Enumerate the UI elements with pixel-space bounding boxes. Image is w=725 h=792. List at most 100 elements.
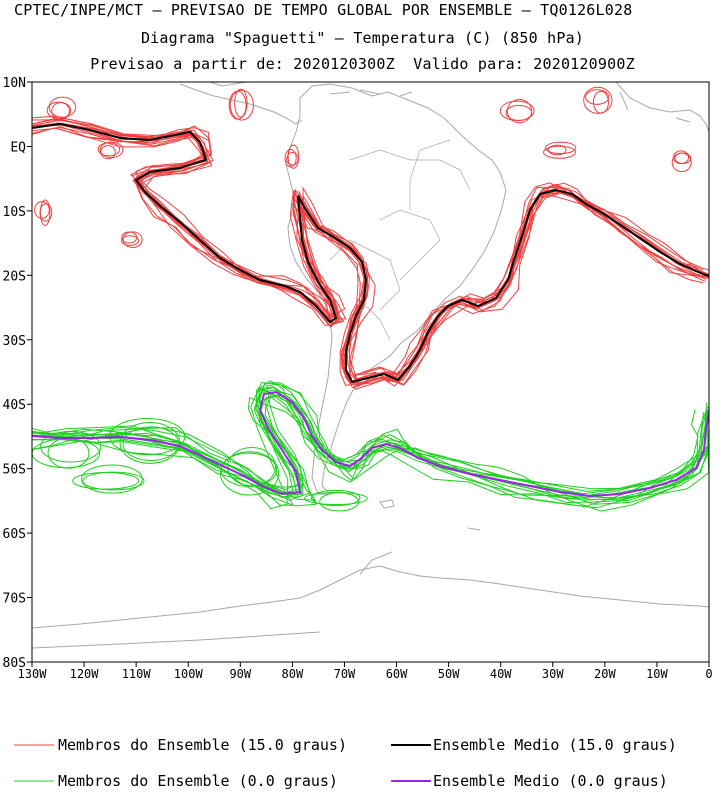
member-blob-15 bbox=[34, 201, 50, 219]
lat-label: 10S bbox=[3, 205, 26, 220]
lat-label: EQ bbox=[10, 140, 26, 155]
member-blob-0 bbox=[122, 426, 180, 462]
member-contour-0 bbox=[32, 389, 709, 499]
legend-label-members-0: Membros do Ensemble (0.0 graus) bbox=[58, 772, 338, 790]
member-blob-15 bbox=[506, 99, 533, 124]
longitude-axis: 130W 120W 110W 100W 90W 80W 70W 60W 50W 40W 30W 20W… bbox=[18, 662, 713, 681]
lon-label: 130W bbox=[18, 667, 48, 681]
legend-label-mean-15: Ensemble Medio (15.0 graus) bbox=[433, 736, 677, 754]
member-contour-15 bbox=[32, 117, 704, 382]
member-blob-15 bbox=[48, 96, 77, 118]
member-blob-0 bbox=[32, 438, 101, 469]
title-line-3: Previsao a partir de: 2020120300Z Valido… bbox=[90, 55, 635, 73]
lon-label: 120W bbox=[70, 667, 100, 681]
antarctica-coast bbox=[32, 565, 709, 629]
lat-label: 60S bbox=[3, 527, 26, 542]
lon-label: 30W bbox=[542, 667, 564, 681]
member-contour-15 bbox=[33, 119, 705, 385]
member-blob-0 bbox=[40, 430, 102, 463]
title-line-2: Diagrama "Spaguetti" — Temperatura (C) (… bbox=[140, 29, 585, 47]
member-blob-0 bbox=[119, 421, 181, 464]
member-blob-0 bbox=[220, 452, 278, 487]
lon-label: 40W bbox=[490, 667, 512, 681]
member-contour-15 bbox=[34, 122, 708, 382]
member-contour-15 bbox=[33, 123, 706, 387]
lon-label: 70W bbox=[334, 667, 356, 681]
member-blob-15 bbox=[585, 89, 610, 105]
lat-label: 20S bbox=[3, 269, 26, 284]
member-blob-0 bbox=[47, 437, 90, 469]
member-blob-15 bbox=[120, 235, 140, 246]
member-blob-15 bbox=[39, 203, 53, 222]
member-blob-15 bbox=[286, 151, 299, 166]
member-blob-0 bbox=[319, 492, 360, 512]
member-blob-0 bbox=[304, 491, 368, 506]
member-blob-15 bbox=[671, 152, 692, 173]
member-blob-15 bbox=[122, 231, 143, 248]
lon-label: 20W bbox=[594, 667, 616, 681]
south-america-coast bbox=[285, 83, 507, 495]
lon-label: 90W bbox=[229, 667, 251, 681]
ensemble-mean-15 bbox=[32, 122, 709, 384]
member-blob-15 bbox=[583, 86, 613, 114]
member-contour-15 bbox=[32, 127, 704, 386]
member-contour-0 bbox=[32, 387, 709, 501]
member-blob-0 bbox=[219, 451, 280, 496]
member-blob-15 bbox=[100, 145, 116, 160]
member-contour-15 bbox=[32, 126, 709, 379]
lat-label: 30S bbox=[3, 334, 26, 349]
member-blob-0 bbox=[310, 489, 361, 507]
member-blob-15 bbox=[284, 148, 297, 168]
members-0-layer bbox=[32, 380, 709, 512]
member-contour-0 bbox=[32, 396, 709, 508]
member-contour-0 bbox=[33, 386, 704, 498]
lon-label: 80W bbox=[282, 667, 304, 681]
lon-label: 60W bbox=[386, 667, 408, 681]
member-contour-15 bbox=[32, 124, 709, 388]
member-blob-15 bbox=[592, 90, 609, 114]
central-america-coast bbox=[179, 83, 303, 125]
member-blob-15 bbox=[229, 89, 254, 121]
title-line-1: CPTEC/INPE/MCT — PREVISAO DE TEMPO GLOBA… bbox=[14, 1, 633, 19]
member-blob-0 bbox=[227, 446, 276, 487]
member-blob-15 bbox=[547, 144, 567, 156]
member-blob-15 bbox=[97, 142, 121, 157]
africa-coast bbox=[615, 82, 709, 133]
member-contour-15 bbox=[32, 117, 706, 390]
member-blob-15 bbox=[499, 100, 535, 121]
legend bbox=[14, 744, 431, 782]
latitude-axis: 10N EQ 10S 20S 30S 40S 50S 60S 70S 80S bbox=[3, 76, 32, 671]
lon-label: 0 bbox=[705, 667, 712, 681]
member-blob-15 bbox=[287, 144, 300, 169]
coastline-layer bbox=[32, 82, 709, 649]
lat-label: 70S bbox=[3, 592, 26, 607]
lon-label: 110W bbox=[122, 667, 152, 681]
lon-label: 100W bbox=[174, 667, 204, 681]
member-blob-15 bbox=[46, 101, 72, 120]
lat-label: 50S bbox=[3, 463, 26, 478]
member-blob-0 bbox=[82, 471, 145, 491]
member-blob-15 bbox=[234, 88, 248, 118]
member-contour-15 bbox=[32, 115, 704, 389]
lat-label: 10N bbox=[3, 76, 26, 91]
ensemble-mean-0 bbox=[32, 390, 709, 498]
map-frame bbox=[31, 81, 710, 663]
lat-label: 80S bbox=[3, 656, 26, 671]
member-contour-15 bbox=[32, 123, 707, 386]
member-contour-15 bbox=[32, 119, 709, 384]
members-15-layer bbox=[32, 86, 709, 390]
lon-label: 50W bbox=[438, 667, 460, 681]
member-contour-15 bbox=[32, 125, 709, 383]
legend-label-mean-0: Ensemble Medio (0.0 graus) bbox=[433, 772, 668, 790]
member-blob-15 bbox=[544, 141, 577, 155]
lat-label: 40S bbox=[3, 398, 26, 413]
member-blob-15 bbox=[543, 145, 577, 159]
member-blob-0 bbox=[72, 472, 140, 490]
member-contour-15 bbox=[32, 119, 709, 380]
member-contour-0 bbox=[32, 380, 709, 512]
member-blob-0 bbox=[81, 464, 143, 494]
lon-label: 10W bbox=[646, 667, 668, 681]
member-contour-15 bbox=[32, 122, 709, 383]
legend-label-members-15: Membros do Ensemble (15.0 graus) bbox=[58, 736, 347, 754]
